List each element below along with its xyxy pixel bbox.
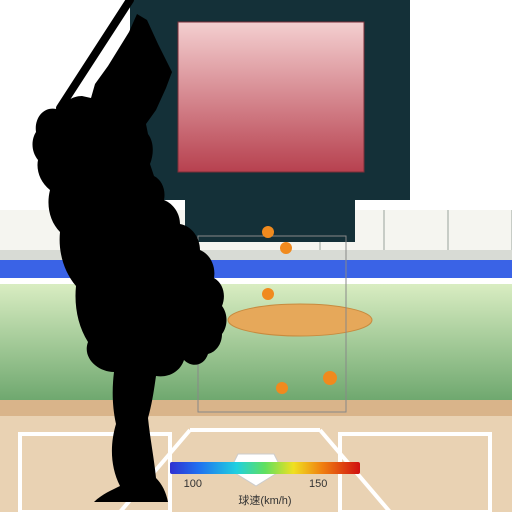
- pitch-location-chart: 100 150 球速(km/h): [0, 0, 512, 512]
- pitch-marker: [276, 382, 288, 394]
- pitch-markers: [0, 0, 512, 512]
- colorbar-tick: 150: [309, 478, 327, 490]
- colorbar-label: 球速(km/h): [238, 492, 291, 508]
- pitch-marker: [323, 371, 337, 385]
- pitch-marker: [262, 288, 274, 300]
- pitch-marker: [262, 226, 274, 238]
- colorbar-tick: 100: [184, 478, 202, 490]
- pitch-marker: [280, 242, 292, 254]
- speed-colorbar: [170, 462, 360, 474]
